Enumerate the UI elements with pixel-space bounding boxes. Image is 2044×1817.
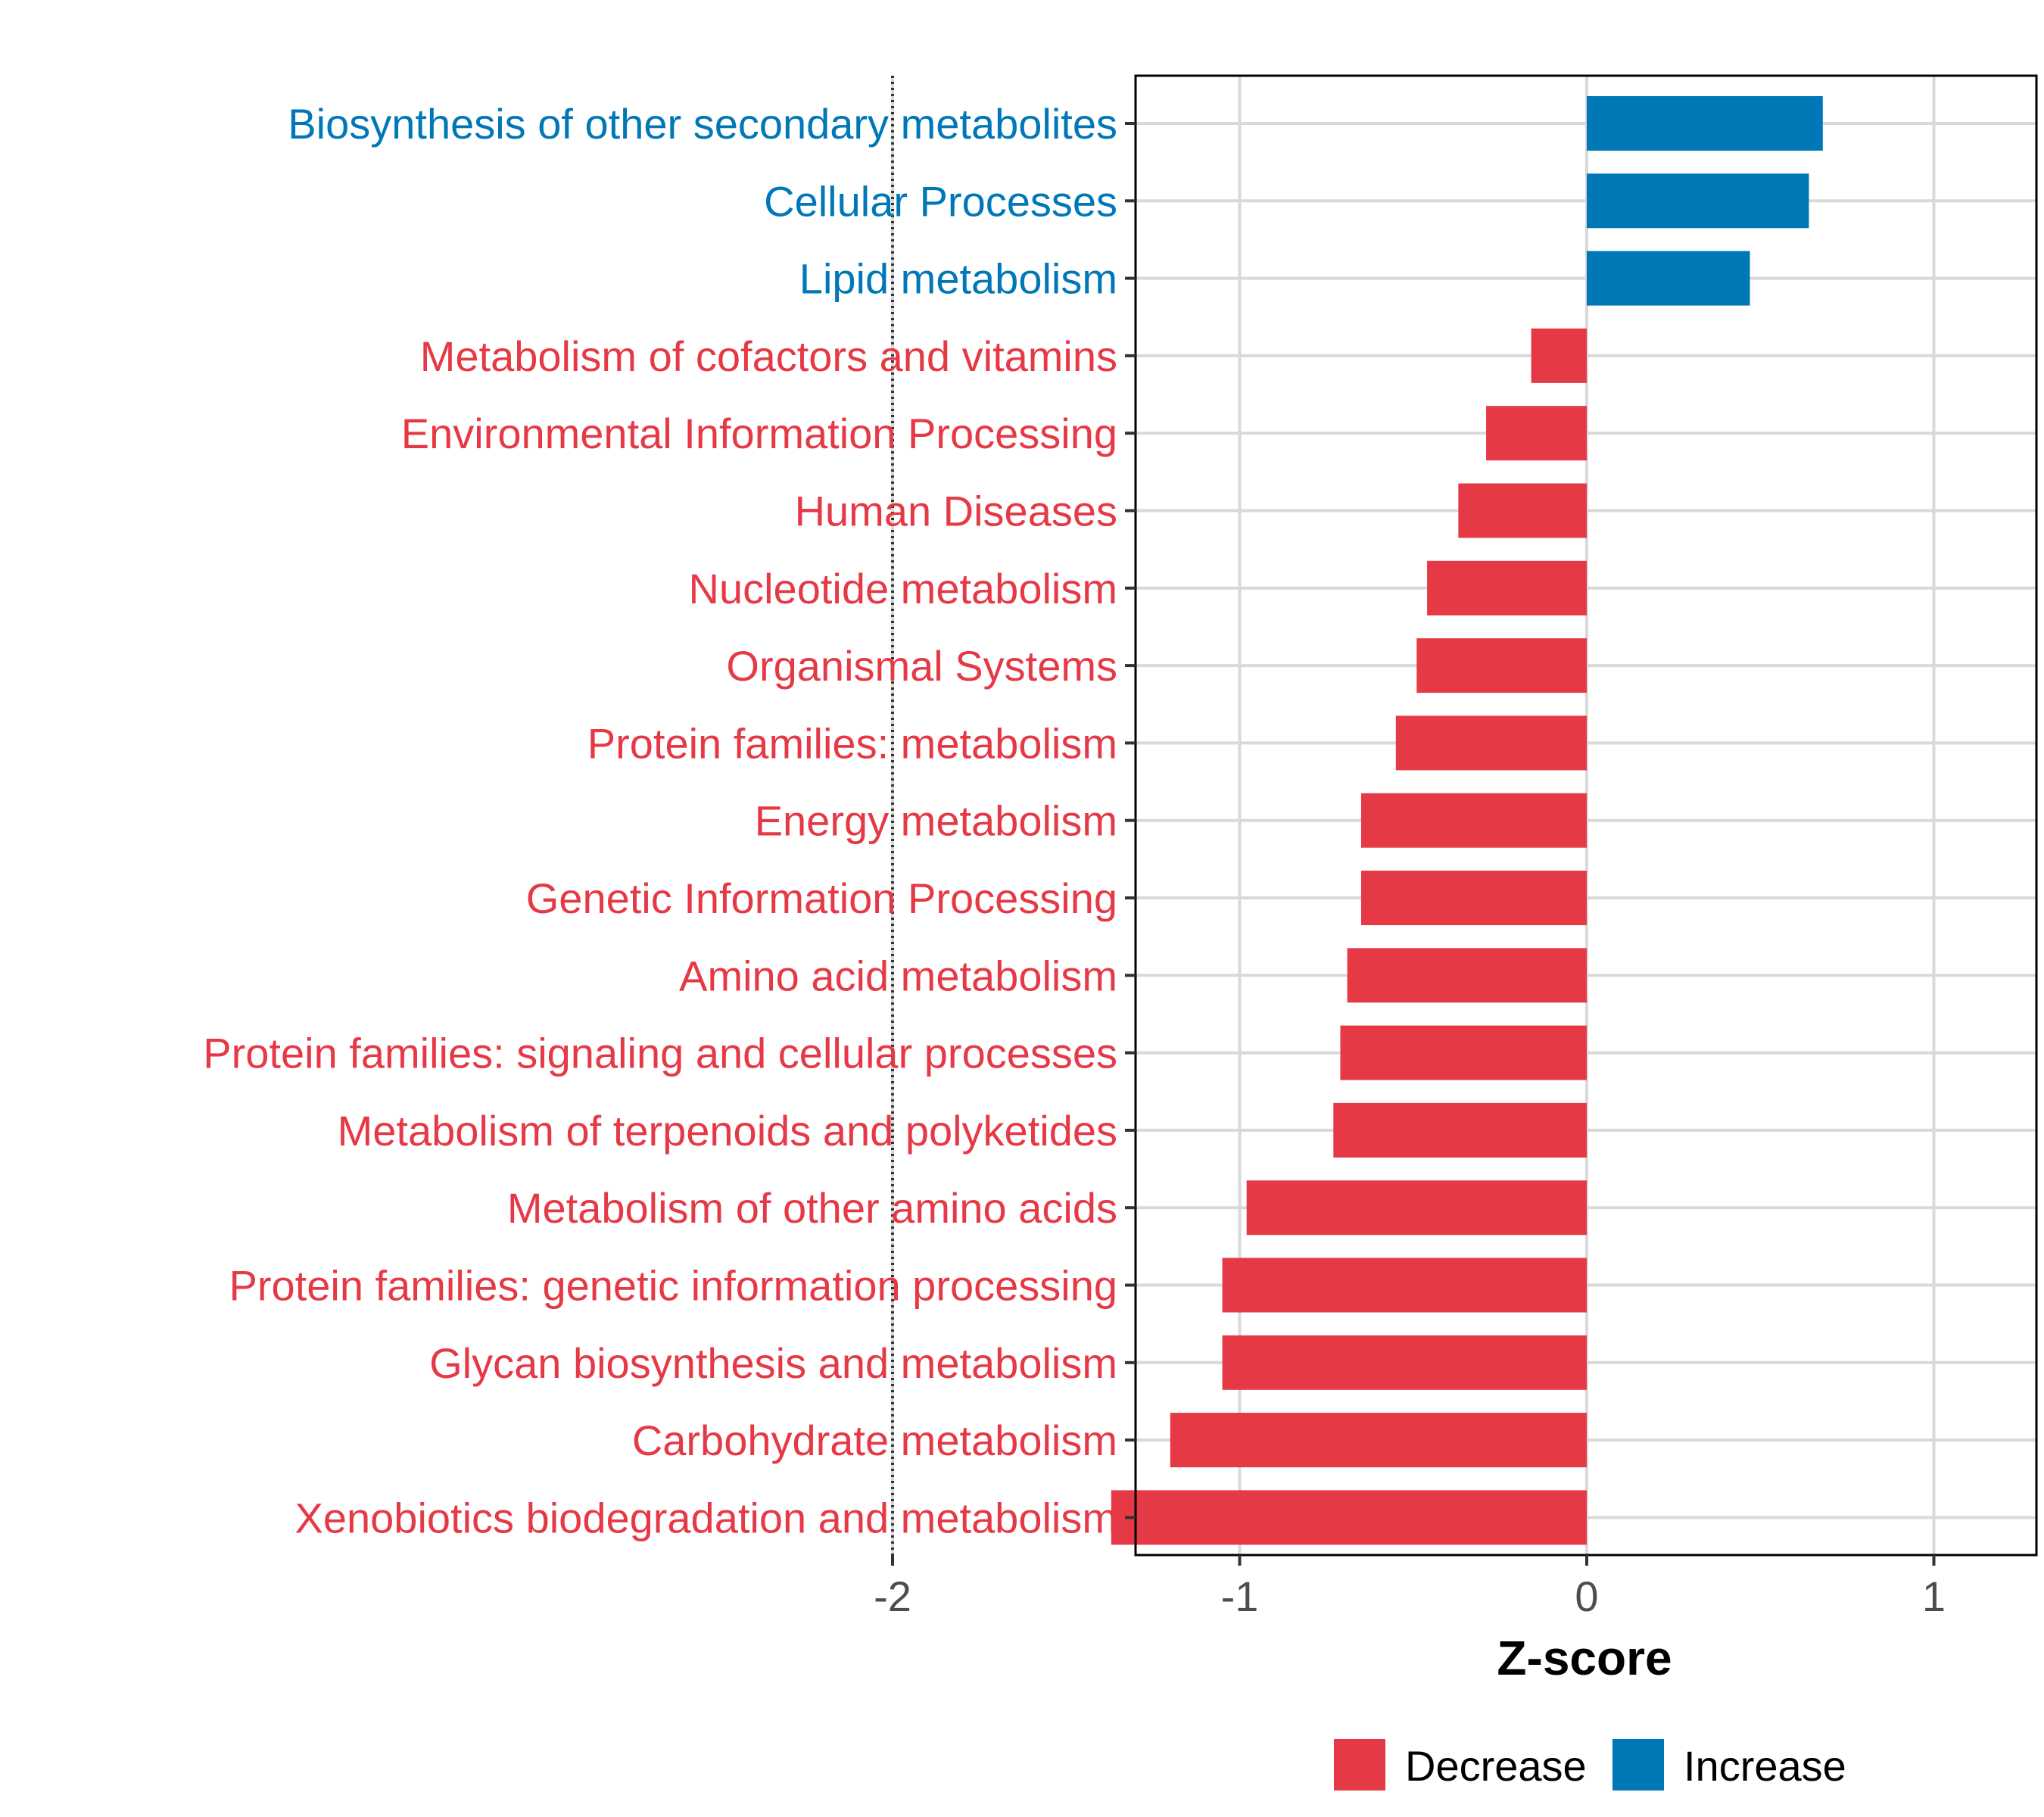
category-label: Protein families: genetic information pr… <box>229 1262 1117 1310</box>
bar <box>1416 638 1587 693</box>
bar <box>1170 1413 1587 1468</box>
x-tick-label: -1 <box>1221 1572 1259 1620</box>
bar <box>1427 560 1587 616</box>
category-label: Protein families: signaling and cellular… <box>203 1030 1117 1077</box>
bar <box>1360 793 1587 848</box>
bar <box>1360 871 1587 925</box>
category-label: Genetic Information Processing <box>526 874 1117 922</box>
bar <box>1531 328 1587 383</box>
bar <box>1222 1258 1587 1313</box>
x-tick-label: 0 <box>1575 1572 1598 1620</box>
category-label: Biosynthesis of other secondary metaboli… <box>288 100 1117 148</box>
bar <box>1347 948 1587 1003</box>
legend-label: Decrease <box>1405 1742 1587 1790</box>
y-axis-labels: Biosynthesis of other secondary metaboli… <box>203 100 1117 1541</box>
category-label: Carbohydrate metabolism <box>632 1417 1117 1464</box>
bar <box>1111 1490 1587 1545</box>
x-axis-title: Z-score <box>1497 1631 1672 1685</box>
category-label: Cellular Processes <box>764 177 1117 225</box>
x-tick-label: 1 <box>1922 1572 1946 1620</box>
category-label: Human Diseases <box>795 488 1117 535</box>
bar <box>1222 1335 1587 1390</box>
legend-key <box>1334 1739 1385 1791</box>
bar <box>1587 96 1823 151</box>
legend-key <box>1612 1739 1664 1791</box>
bars <box>1111 96 1823 1545</box>
category-label: Xenobiotics biodegradation and metabolis… <box>295 1494 1117 1541</box>
bar <box>1395 715 1587 771</box>
category-label: Environmental Information Processing <box>401 410 1117 457</box>
y-axis-ticks <box>1125 122 1136 1519</box>
category-label: Metabolism of other amino acids <box>507 1184 1117 1232</box>
x-axis-ticks: -2-1012 <box>874 1555 1946 1620</box>
category-label: Lipid metabolism <box>799 255 1117 303</box>
category-label: Energy metabolism <box>755 797 1117 845</box>
bar <box>1458 483 1587 538</box>
bar <box>1340 1025 1587 1080</box>
x-tick-label: -2 <box>874 1572 911 1620</box>
bar <box>1333 1102 1587 1158</box>
category-label: Metabolism of terpenoids and polyketides <box>338 1107 1117 1155</box>
category-label: Metabolism of cofactors and vitamins <box>420 332 1117 380</box>
category-label: Protein families: metabolism <box>587 719 1117 767</box>
legend-label: Increase <box>1684 1742 1846 1790</box>
bar <box>1486 406 1587 461</box>
bar <box>1587 173 1809 229</box>
bar <box>1587 251 1750 306</box>
category-label: Amino acid metabolism <box>679 952 1117 999</box>
reference-lines <box>891 76 894 1555</box>
category-label: Nucleotide metabolism <box>689 565 1117 612</box>
category-label: Glycan biosynthesis and metabolism <box>429 1339 1117 1387</box>
category-label: Organismal Systems <box>726 642 1117 690</box>
bar <box>1246 1180 1587 1236</box>
legend: Decrease Increase <box>1334 1739 1846 1791</box>
